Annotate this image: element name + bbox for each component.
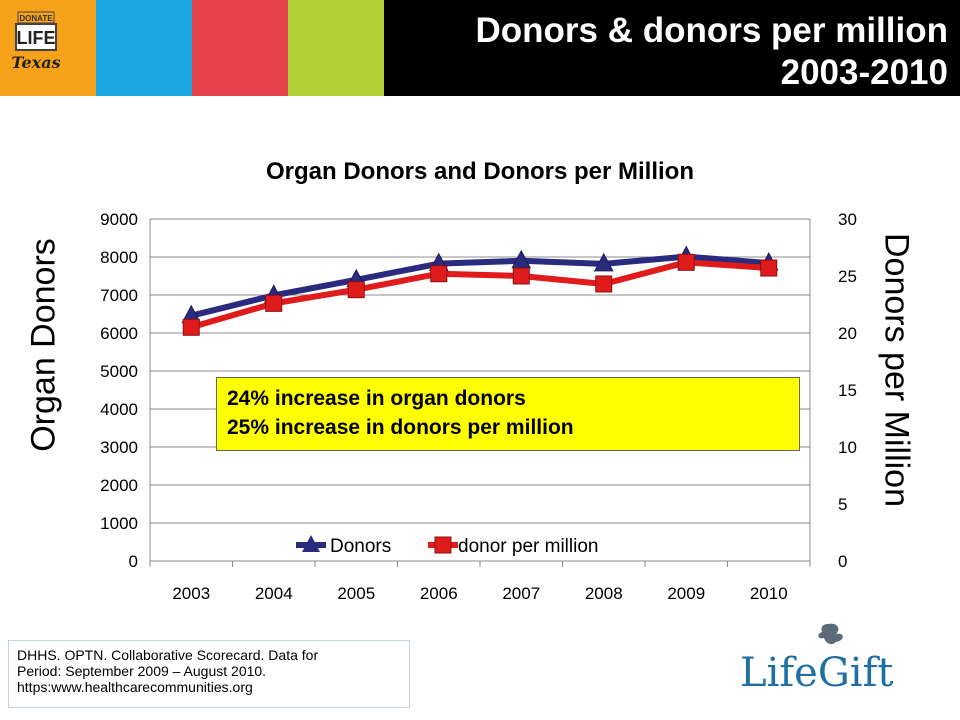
y-left-tick-label: 1000: [100, 514, 138, 533]
y-right-tick-label: 25: [838, 267, 857, 286]
chart-title: Organ Donors and Donors per Million: [265, 158, 694, 185]
legend-label: Donors: [330, 536, 391, 557]
y-right-tick-label: 5: [838, 495, 847, 514]
y-right-tick-label: 20: [838, 324, 857, 343]
y-left-tick-label: 0: [129, 552, 138, 571]
y-left-tick-label: 8000: [100, 248, 138, 267]
source-line2: Period: September 2009 – August 2010.: [17, 663, 267, 679]
callout-box: 24% increase in organ donors 25% increas…: [216, 377, 800, 451]
source-line3: https:www.healthcarecommunities.org: [17, 679, 253, 695]
donate-life-texas-logo: DONATE LIFE Texas: [11, 11, 61, 72]
donor-per-million-point: [182, 318, 200, 336]
donor-per-million-point: [430, 265, 448, 283]
x-tick-label: 2007: [502, 584, 540, 603]
header-stripe-red: [192, 0, 288, 96]
legend-label: donor per million: [458, 536, 598, 557]
donor-per-million-point: [595, 275, 613, 293]
y-left-tick-label: 6000: [100, 324, 138, 343]
y-left-tick-label: 4000: [100, 400, 138, 419]
header-stripe-blue: [96, 0, 192, 96]
header-stripe-green: [288, 0, 384, 96]
x-tick-label: 2003: [172, 584, 210, 603]
page-title: Donors & donors per million 2003-2010: [475, 10, 948, 94]
legend-marker: [302, 535, 320, 552]
donor-per-million-point: [512, 267, 530, 285]
y-left-tick-label: 2000: [100, 476, 138, 495]
lifegift-wordmark: LifeGift: [740, 650, 893, 696]
callout-line1: 24% increase in organ donors: [227, 387, 526, 410]
y-right-tick-label: 30: [838, 210, 857, 229]
y-right-tick-label: 0: [838, 552, 847, 571]
y-right-tick-label: 15: [838, 381, 857, 400]
y-left-tick-label: 5000: [100, 362, 138, 381]
donor-per-million-point: [347, 281, 365, 299]
x-tick-label: 2009: [667, 584, 705, 603]
x-tick-label: 2004: [255, 584, 293, 603]
source-line1: DHHS. OPTN. Collaborative Scorecard. Dat…: [17, 647, 319, 663]
svg-text:LIFE: LIFE: [17, 28, 56, 48]
donor-per-million-point: [265, 294, 283, 312]
legend-marker: [434, 536, 452, 554]
donor-per-million-point: [677, 253, 695, 271]
x-tick-label: 2010: [750, 584, 788, 603]
x-tick-label: 2006: [420, 584, 458, 603]
y-left-tick-label: 3000: [100, 438, 138, 457]
donor-per-million-point: [760, 259, 778, 277]
svg-text:DONATE: DONATE: [19, 14, 53, 23]
svg-text:Texas: Texas: [11, 53, 60, 72]
page-title-line1: Donors & donors per million: [475, 11, 948, 50]
y-right-tick-label: 10: [838, 438, 857, 457]
lifegift-logo: LifeGift: [740, 623, 893, 696]
donors-point: [593, 252, 614, 272]
x-tick-label: 2005: [337, 584, 375, 603]
y-left-tick-label: 9000: [100, 210, 138, 229]
callout-line2: 25% increase in donors per million: [227, 416, 574, 439]
page-title-line2: 2003-2010: [780, 53, 948, 92]
x-tick-label: 2008: [585, 584, 623, 603]
dove-icon: [818, 623, 843, 645]
series-line: [190, 253, 769, 319]
source-note: DHHS. OPTN. Collaborative Scorecard. Dat…: [8, 640, 410, 708]
series-line: [190, 259, 769, 331]
y-left-tick-label: 7000: [100, 286, 138, 305]
